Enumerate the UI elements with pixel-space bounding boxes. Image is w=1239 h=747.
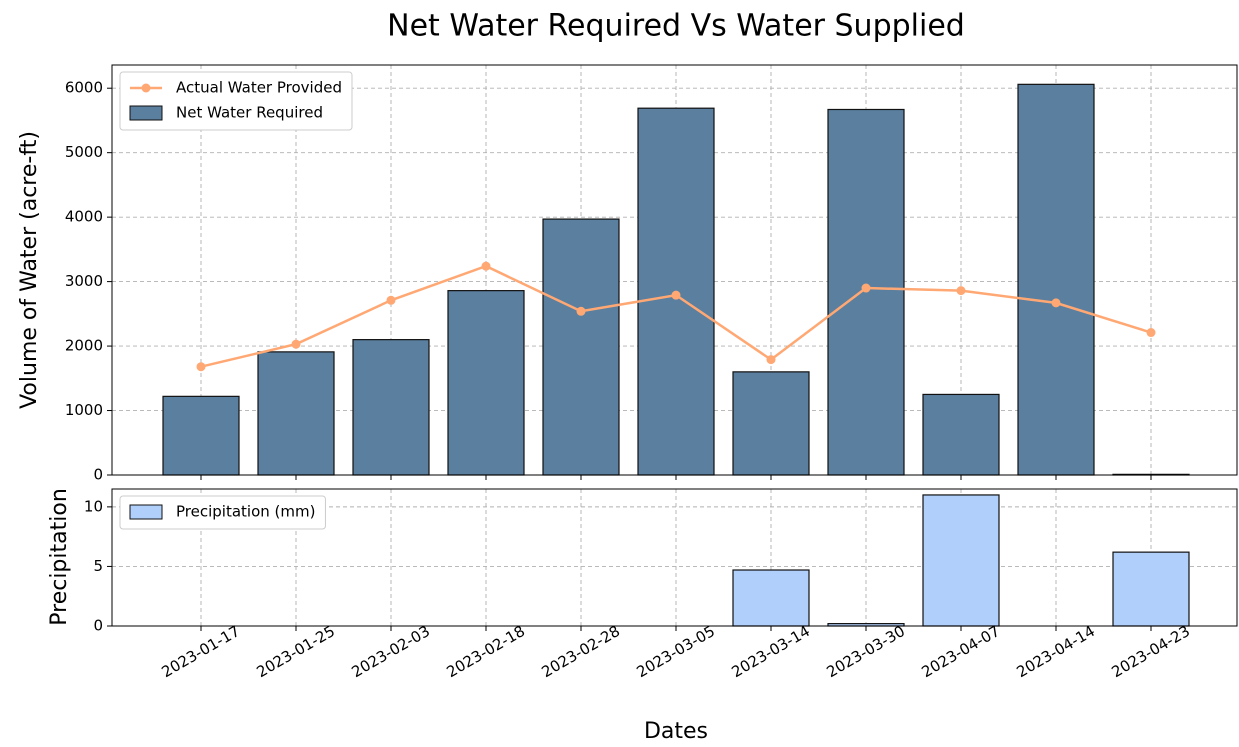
y-tick-label: 10 bbox=[84, 497, 103, 515]
legend-label: Precipitation (mm) bbox=[176, 503, 315, 521]
line-marker bbox=[386, 295, 396, 305]
legend-label: Actual Water Provided bbox=[176, 79, 342, 97]
x-axis-label: Dates bbox=[644, 719, 708, 744]
y-tick-label: 5000 bbox=[65, 143, 103, 161]
y-tick-label: 1000 bbox=[65, 401, 103, 419]
line-marker bbox=[766, 355, 776, 365]
bar bbox=[542, 218, 620, 476]
y-tick-label: 6000 bbox=[65, 79, 103, 97]
line-marker bbox=[956, 286, 966, 296]
plot-frame bbox=[111, 488, 1238, 627]
line-marker bbox=[481, 261, 491, 271]
line-marker bbox=[1051, 298, 1061, 308]
bar bbox=[1112, 551, 1190, 627]
legend-marker bbox=[141, 83, 151, 93]
y-axis-label: Precipitation bbox=[47, 488, 72, 626]
legend: Actual Water Provided Net Water Required bbox=[119, 71, 353, 131]
y-tick-label: 0 bbox=[93, 466, 103, 484]
bar bbox=[922, 393, 1000, 476]
y-tick-label: 2000 bbox=[65, 337, 103, 355]
y-axis-label: Volume of Water (acre-ft) bbox=[17, 131, 42, 409]
legend-box bbox=[119, 495, 326, 530]
bar bbox=[257, 351, 335, 476]
bar bbox=[162, 395, 240, 476]
bar bbox=[1017, 83, 1095, 476]
chart-title: Net Water Required Vs Water Supplied bbox=[387, 9, 965, 44]
bar bbox=[732, 569, 810, 627]
legend-swatch bbox=[129, 504, 163, 520]
y-tick-label: 0 bbox=[93, 617, 103, 635]
bar bbox=[352, 339, 430, 476]
bar bbox=[732, 371, 810, 476]
legend-swatch bbox=[129, 105, 163, 121]
line-marker bbox=[861, 283, 871, 293]
line-marker bbox=[671, 290, 681, 300]
y-tick-label: 4000 bbox=[65, 208, 103, 226]
legend-box bbox=[119, 71, 353, 131]
bar bbox=[922, 494, 1000, 627]
line-marker bbox=[291, 339, 301, 349]
y-tick-label: 3000 bbox=[65, 272, 103, 290]
y-tick-label: 5 bbox=[93, 557, 103, 575]
bar bbox=[447, 290, 525, 476]
line-marker bbox=[576, 306, 586, 316]
line-marker bbox=[196, 362, 206, 372]
plot-frame bbox=[111, 64, 1238, 476]
line-marker bbox=[1146, 328, 1156, 338]
legend-label: Net Water Required bbox=[176, 104, 323, 122]
legend: Precipitation (mm) bbox=[119, 495, 326, 530]
